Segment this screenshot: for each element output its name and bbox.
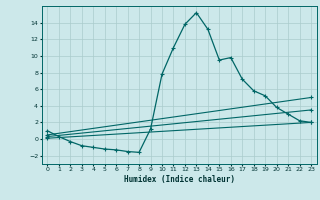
X-axis label: Humidex (Indice chaleur): Humidex (Indice chaleur) bbox=[124, 175, 235, 184]
